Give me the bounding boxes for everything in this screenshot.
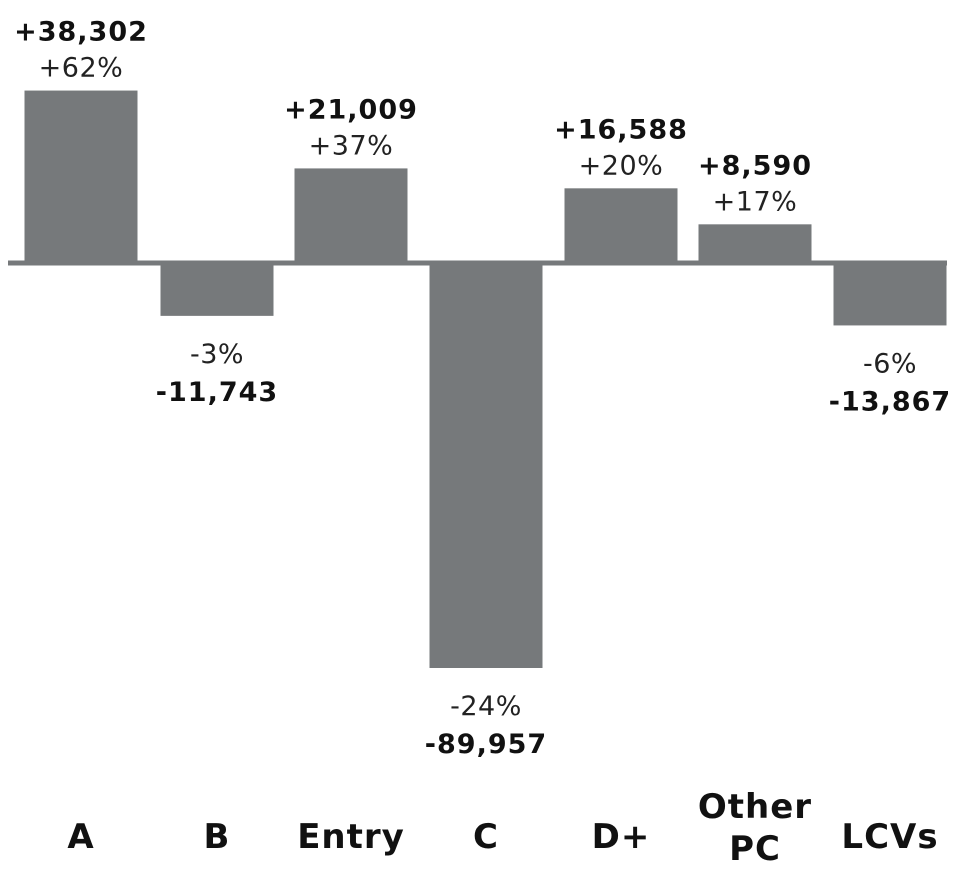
category-label: Entry <box>297 817 405 857</box>
bars-group <box>24 90 947 668</box>
percent-label: +37% <box>309 130 394 161</box>
category-label: B <box>204 817 231 857</box>
percent-label: -3% <box>190 339 244 370</box>
category-label-line: LCVs <box>841 817 938 857</box>
bar-lcvs <box>833 263 947 326</box>
category-label: LCVs <box>841 817 938 857</box>
category-label-line: A <box>67 817 94 857</box>
category-labels-group: A B Entry C D+ Other PC LCVs <box>67 787 938 869</box>
category-label: C <box>473 817 499 857</box>
category-label-line: B <box>204 817 231 857</box>
category-label-line: C <box>473 817 499 857</box>
bar-a <box>24 90 138 263</box>
bar-c <box>429 263 543 668</box>
category-label: A <box>67 817 94 857</box>
bar-d- <box>564 188 678 263</box>
data-labels-group: +38,302 +62% -11,743 -3% +21,009 +37% -89,957 -… <box>14 17 951 760</box>
bar-other-pc <box>698 224 812 263</box>
percent-label: +17% <box>713 186 798 217</box>
category-label-line: Other <box>698 787 812 827</box>
percent-label: +62% <box>39 53 124 84</box>
value-label: +21,009 <box>284 94 418 125</box>
category-label: Other PC <box>698 787 812 869</box>
value-label: -11,743 <box>156 377 278 408</box>
category-label-line: Entry <box>297 817 405 857</box>
value-label: -13,867 <box>829 386 951 417</box>
value-label: -89,957 <box>425 729 547 760</box>
category-label: D+ <box>592 817 651 857</box>
percent-label: -24% <box>450 691 522 722</box>
category-label-line: D+ <box>592 817 651 857</box>
percent-label: -6% <box>863 348 917 379</box>
value-label: +16,588 <box>554 114 688 145</box>
value-label: +8,590 <box>698 150 812 181</box>
bar-b <box>160 263 274 316</box>
value-label: +38,302 <box>14 17 148 48</box>
bar-entry <box>294 168 408 263</box>
percent-label: +20% <box>579 150 664 181</box>
category-label-line: PC <box>729 829 781 869</box>
